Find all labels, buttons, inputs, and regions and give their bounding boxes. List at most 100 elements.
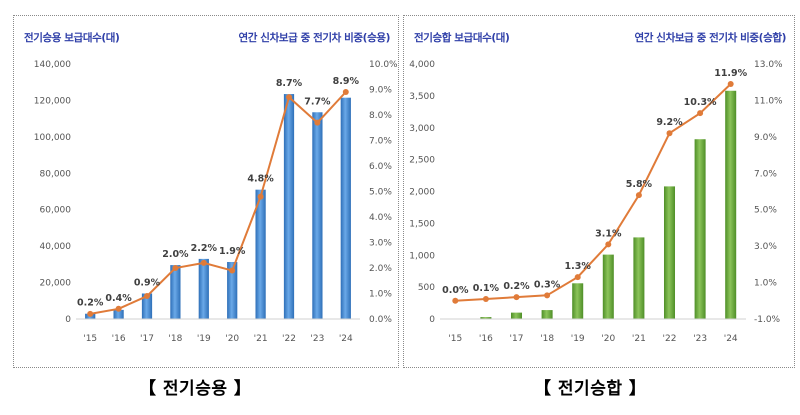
line-point (115, 305, 122, 312)
y-right-tick-label: 8.0% (369, 111, 392, 121)
left-chart: 0 20,000 40,000 60,000 80,000 100,000 120,000 1… (34, 60, 398, 344)
y-left-tick-label: 1,500 (409, 219, 435, 229)
share-line (90, 91, 347, 315)
x-tick-label: '21 (254, 334, 268, 344)
data-label: 1.9% (219, 246, 246, 257)
line-point (144, 293, 150, 300)
line-point (257, 193, 264, 200)
y-left-tick-label: 4,000 (409, 60, 435, 70)
x-tick-label: '19 (197, 334, 211, 344)
left-axis-title: 전기승용 보급대수(대) (24, 32, 120, 44)
bar (725, 90, 737, 320)
line-point (727, 81, 734, 88)
line-point (286, 94, 292, 101)
y-right-tick-label: 3.0% (369, 239, 392, 249)
bar (694, 139, 706, 319)
bar (340, 97, 351, 319)
bar (602, 254, 614, 319)
data-label: 8.9% (333, 76, 360, 87)
bar (170, 265, 181, 319)
data-label: 0.1% (473, 283, 500, 294)
y-right-tick-label: 7.0% (754, 169, 777, 179)
data-label: 0.0% (442, 285, 469, 296)
x-tick-label: '21 (632, 334, 646, 344)
y-left-tick-label: 2,000 (409, 188, 435, 198)
x-tick-label: '23 (310, 334, 324, 344)
bar (141, 293, 153, 319)
y-left-tick-label: 20,000 (40, 279, 72, 289)
x-tick-label: '18 (168, 334, 182, 344)
y-left-tick-label: 1,000 (409, 251, 435, 261)
right-axis-title: 연간 신차보급 중 전기차 비중(승합) (634, 32, 787, 44)
y-left-tick-label: 500 (418, 283, 435, 293)
y-right-tick-label: 9.0% (754, 133, 777, 143)
y-right-tick-label: 1.0% (369, 290, 392, 300)
y-left-tick-label: 0 (65, 315, 71, 325)
y-left-tick-label: 100,000 (34, 133, 71, 143)
x-tick-label: '15 (83, 334, 97, 344)
y-right-tick-label: 1.0% (754, 279, 777, 289)
y-right-tick-label: 9.0% (369, 86, 392, 96)
x-tick-label: '24 (339, 334, 353, 344)
y-right-tick-label: -1.0% (754, 315, 781, 325)
x-tick-label: '18 (540, 334, 554, 344)
y-right-tick-label: 3.0% (754, 242, 777, 252)
data-label: 9.2% (656, 117, 683, 128)
bar (283, 94, 295, 319)
y-right-tick-label: 0.0% (369, 315, 392, 325)
y-right-tick-label: 5.0% (369, 188, 392, 198)
line-point (229, 267, 236, 274)
bar (227, 261, 238, 319)
right-axis-title: 연간 신차보급 중 전기차 비중(승용) (238, 32, 391, 44)
line-point (697, 110, 704, 117)
bar (633, 237, 645, 319)
data-label: 0.3% (534, 279, 561, 290)
line-point (452, 297, 459, 304)
data-label: 2.2% (191, 243, 218, 254)
y-right-tick-label: 10.0% (369, 60, 398, 70)
x-tick-label: '23 (693, 334, 707, 344)
x-tick-label: '22 (282, 334, 296, 344)
line-point (200, 259, 207, 266)
x-tick-label: '20 (225, 334, 239, 344)
bar (198, 258, 209, 319)
bar (663, 186, 676, 319)
x-tick-label: '20 (601, 334, 615, 344)
y-left-tick-label: 3,500 (409, 92, 435, 102)
y-right-tick-label: 13.0% (754, 60, 783, 70)
y-left-tick-label: 60,000 (40, 206, 72, 216)
data-label: 8.7% (276, 78, 303, 89)
data-label: 0.9% (134, 278, 161, 289)
bar (480, 317, 492, 319)
y-right-tick-label: 11.0% (754, 96, 783, 106)
data-label: 0.2% (503, 281, 530, 292)
y-right-tick-label: 2.0% (369, 264, 392, 274)
y-left-tick-label: 2,500 (409, 156, 435, 166)
line-point (314, 119, 321, 126)
line-point (574, 274, 581, 281)
y-left-tick-label: 0 (429, 315, 435, 325)
y-left-tick-label: 40,000 (40, 242, 72, 252)
right-chart-panel: 전기승합 보급대수(대) 연간 신차보급 중 전기차 비중(승합) 0 500 1,… (403, 15, 795, 368)
y-right-tick-label: 5.0% (754, 206, 777, 216)
left-axis-title: 전기승합 보급대수(대) (414, 32, 510, 44)
x-tick-label: '16 (479, 334, 493, 344)
bar (312, 112, 323, 320)
line-point (342, 89, 349, 96)
right-chart: 0 500 1,000 1,500 2,000 2,500 3,000 3,500 4,000 -… (409, 60, 783, 344)
data-label: 1.3% (565, 261, 592, 272)
x-tick-label: '19 (571, 334, 585, 344)
caption-right: 【 전기승합 】 (534, 379, 647, 399)
data-label: 10.3% (684, 97, 717, 108)
data-label: 2.0% (162, 249, 189, 260)
data-label: 4.8% (247, 174, 274, 185)
bar (255, 189, 266, 319)
y-left-tick-label: 140,000 (34, 60, 71, 70)
y-left-tick-label: 3,000 (409, 124, 435, 134)
x-tick-label: '24 (724, 334, 738, 344)
caption-left: 【 전기승용 】 (139, 379, 252, 399)
x-tick-label: '17 (140, 334, 154, 344)
data-label: 7.7% (304, 96, 331, 107)
bar (572, 283, 584, 319)
data-label: 0.2% (77, 298, 104, 309)
